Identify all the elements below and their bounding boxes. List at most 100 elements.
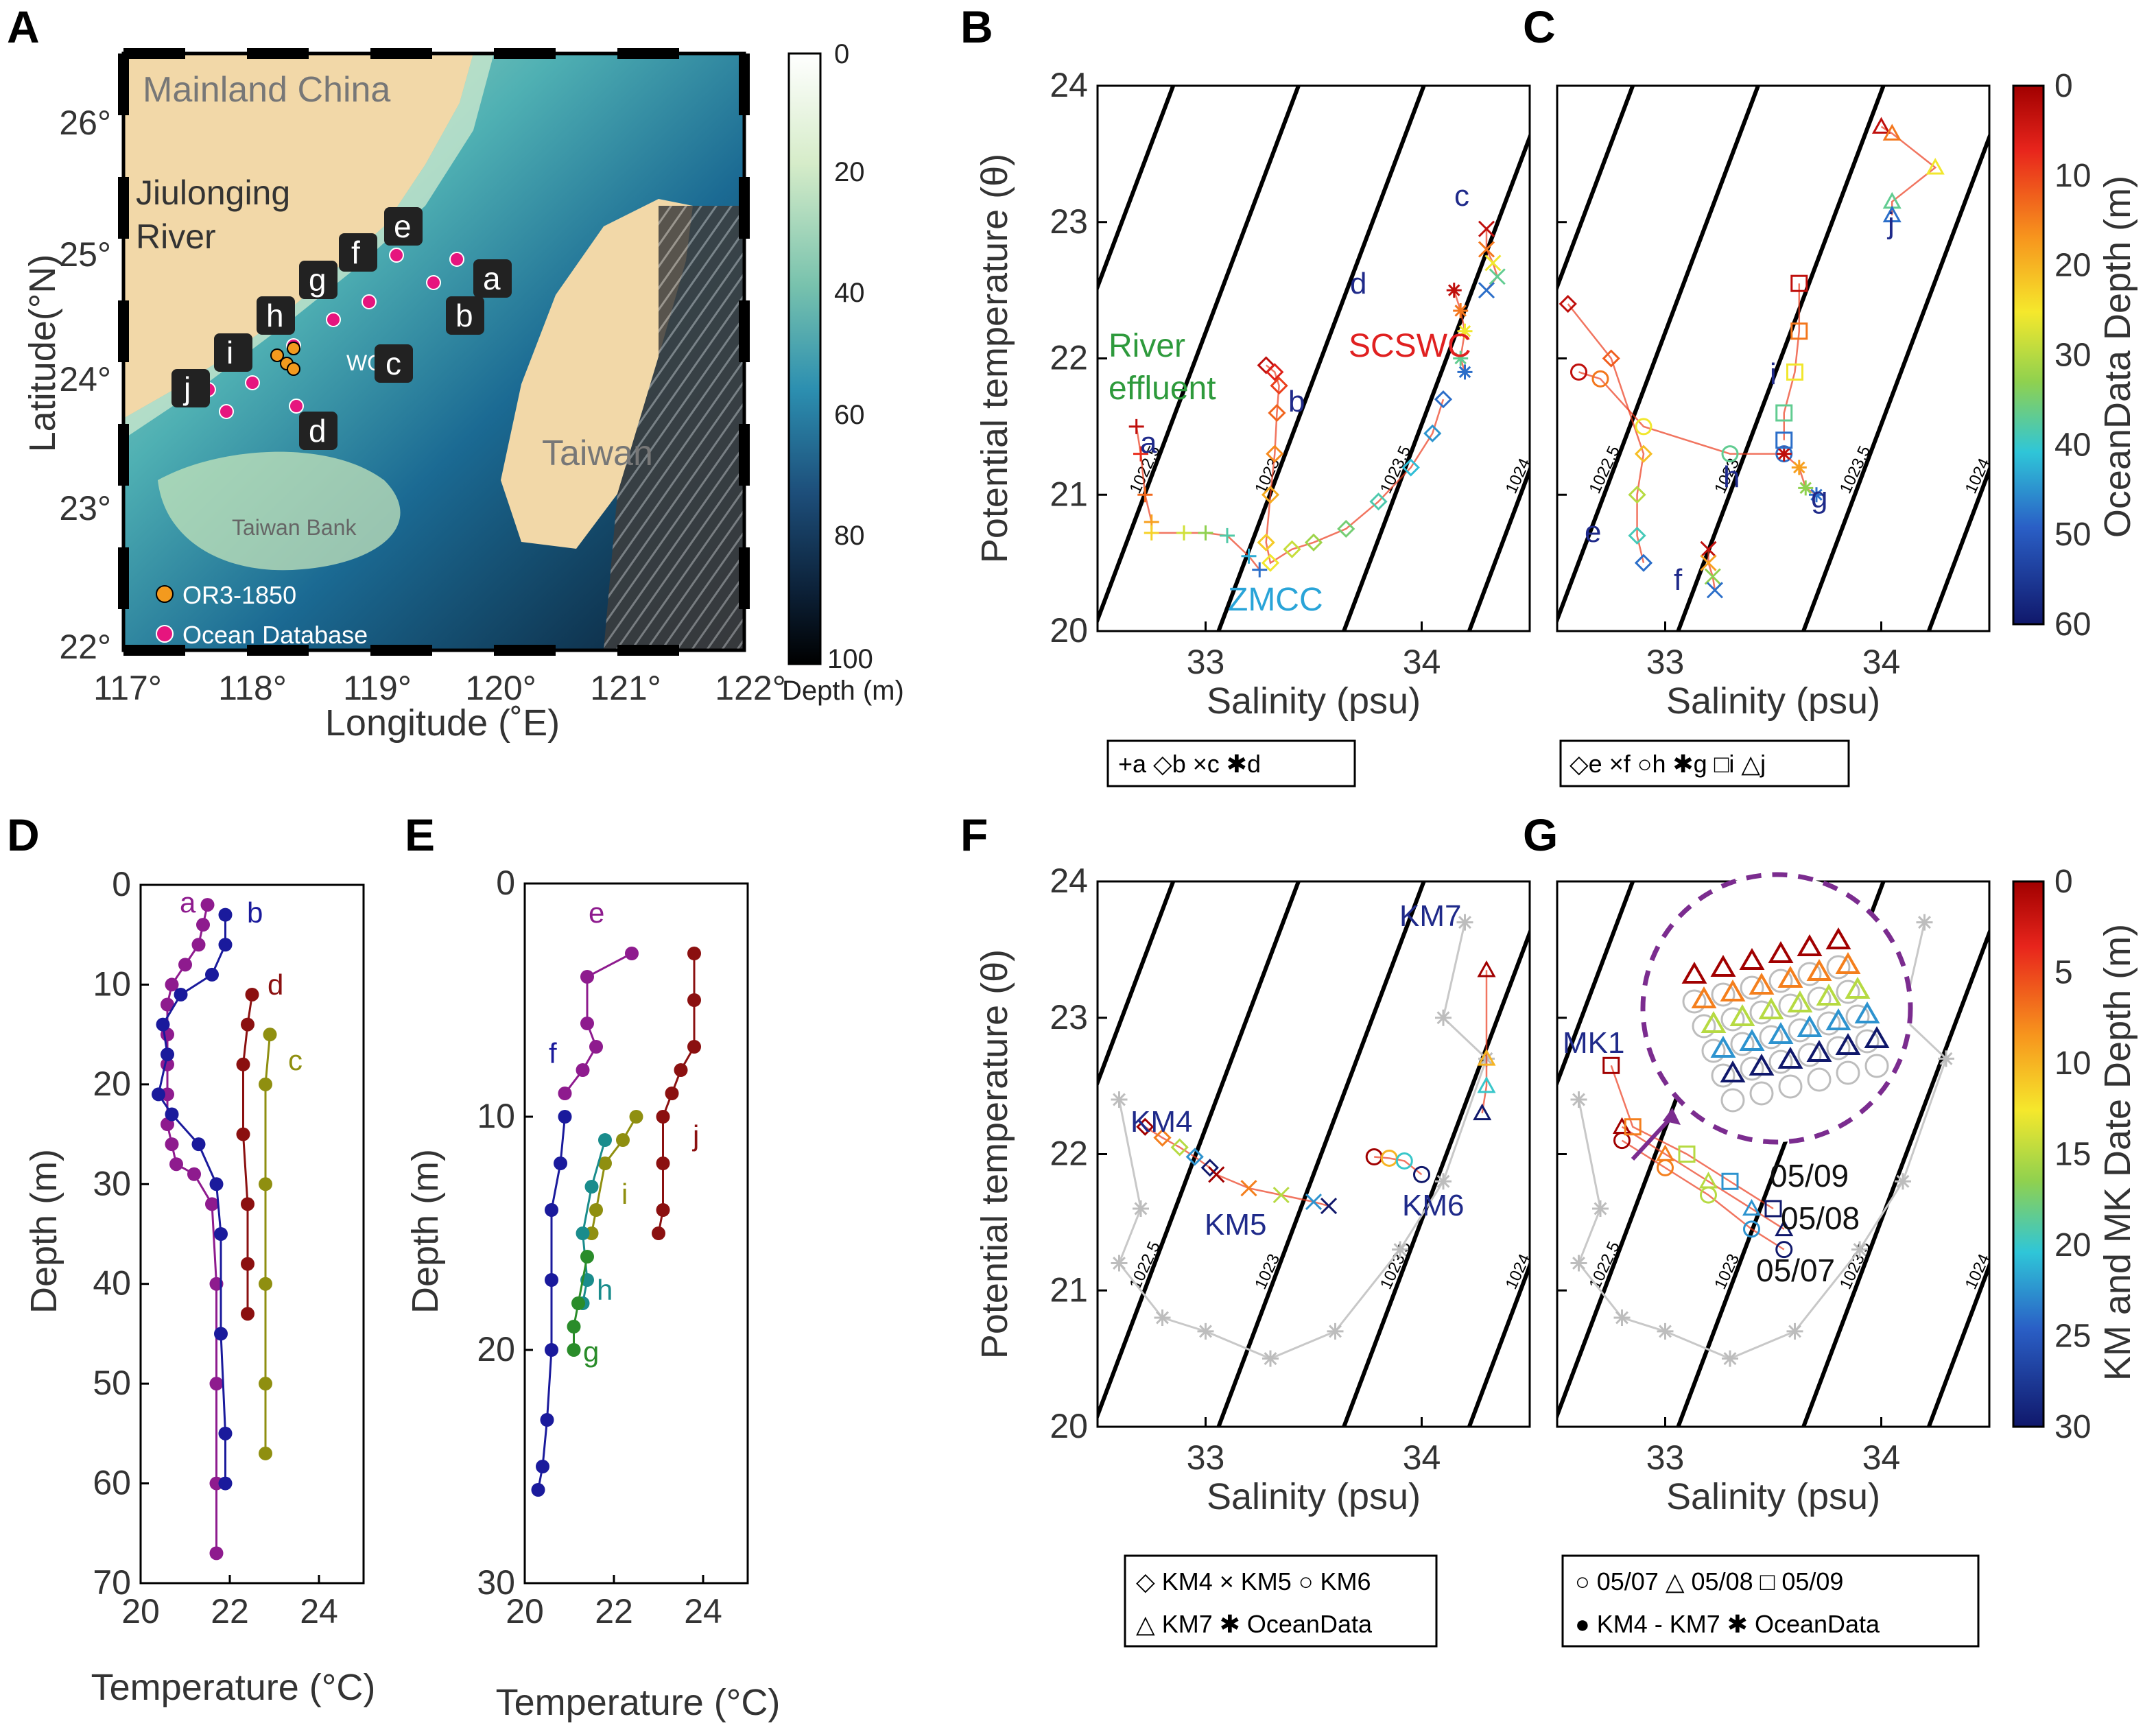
profile-point — [236, 1127, 250, 1141]
zoom-point — [1807, 986, 1832, 1011]
data-point — [1809, 487, 1824, 503]
profile-point — [191, 1137, 206, 1152]
data-point — [1592, 1200, 1609, 1217]
data-point — [1154, 1309, 1171, 1326]
data-point — [1369, 493, 1388, 511]
profile-point — [589, 1203, 603, 1217]
zoom-point — [1826, 1036, 1851, 1060]
data-point — [1185, 1148, 1204, 1166]
data-point — [1775, 431, 1793, 449]
colorbar-bottom-ticks: 0 5 10 15 20 25 30 — [2054, 864, 2091, 1445]
data-point — [1628, 526, 1646, 545]
data-point — [1570, 1255, 1587, 1272]
cbar-tick: 0 — [834, 39, 849, 69]
station-d: d — [309, 413, 327, 449]
profile-point — [598, 1133, 612, 1147]
panel-letter-c: C — [1523, 1, 1556, 52]
ts-xlabel: Salinity (psu) — [1207, 1476, 1421, 1517]
ocean-data-trace — [1117, 922, 1488, 1360]
profile-point — [545, 1343, 558, 1357]
data-point — [1401, 458, 1420, 477]
profile-point — [241, 1197, 254, 1211]
colorbar-tick: 60 — [2054, 606, 2091, 643]
map-xlabel: Longitude (˚E) — [325, 702, 560, 744]
data-point — [1570, 1091, 1587, 1108]
profile-point — [259, 1077, 272, 1091]
data-point — [1261, 554, 1280, 572]
data-point — [1435, 1009, 1452, 1026]
data-point — [1698, 1172, 1718, 1189]
profile-point — [687, 993, 701, 1007]
data-point — [1153, 1128, 1172, 1147]
label-km5: KM5 — [1205, 1208, 1266, 1242]
profile-point — [580, 1250, 594, 1264]
map-coastal-shelf — [123, 54, 494, 439]
profile-point — [241, 1307, 254, 1321]
y-tick-label: 30 — [93, 1164, 131, 1202]
isopycnal-line — [1342, 927, 1530, 1427]
station-markers — [201, 248, 464, 419]
y-tick-label: 22 — [1050, 339, 1088, 377]
panel-letter-a: A — [7, 1, 40, 52]
legend-b — [1106, 739, 1356, 787]
station-g: g — [309, 262, 327, 298]
data-point — [1790, 274, 1808, 292]
data-point — [1208, 1166, 1225, 1183]
legend-c-text: ◇e ×f ○h ✱g □i △j — [1569, 750, 1766, 778]
profile-line-f — [537, 1116, 566, 1491]
zoom-point — [1826, 955, 1851, 980]
zoom-point — [1740, 975, 1764, 1000]
data-point — [1304, 533, 1323, 551]
data-point — [1602, 349, 1620, 368]
data-point — [1305, 1193, 1323, 1211]
profile-point — [665, 1087, 679, 1100]
site-label-i: i — [1770, 357, 1777, 391]
profile-point — [165, 977, 179, 992]
data-point — [1477, 960, 1496, 977]
data-point — [1791, 460, 1807, 475]
colorbar-bottom-label: KM and MK Date Depth (m) — [2097, 924, 2138, 1381]
profile-point — [209, 1377, 224, 1391]
cbar-tick: 80 — [834, 521, 865, 551]
x-tick-label: 34 — [1403, 643, 1441, 681]
data-point — [1320, 1197, 1338, 1215]
lat-tick: 22° — [59, 628, 111, 666]
panel-a: A Mainland China Jiulonging River Taiwan… — [7, 1, 904, 744]
map-frame-checker — [118, 48, 750, 656]
data-point — [1266, 363, 1284, 381]
zoom-point — [1768, 1021, 1794, 1044]
lon-tick: 118° — [218, 669, 287, 707]
map-legend: OR3-1850 Ocean Database — [156, 581, 368, 649]
colorbar-tick: 10 — [2054, 1045, 2091, 1082]
profile-point — [259, 1177, 272, 1191]
data-point — [1655, 1144, 1675, 1161]
station-c: c — [386, 346, 401, 381]
x-tick-label: 33 — [1646, 643, 1685, 681]
data-point — [1266, 444, 1284, 463]
lon-tick: 122° — [715, 669, 785, 707]
site-label-j: j — [1886, 206, 1895, 240]
y-tick-label: 20 — [93, 1065, 131, 1103]
profile-point — [245, 987, 259, 1001]
data-point — [1473, 1103, 1492, 1121]
zoom-point — [1749, 1081, 1774, 1106]
profiles-d: a b d c — [152, 886, 303, 1561]
zoom-point — [1730, 1032, 1755, 1056]
profile-point — [236, 1057, 250, 1071]
profile-point — [656, 1110, 670, 1124]
data-point — [1478, 282, 1495, 299]
data-point — [1706, 582, 1724, 599]
profile-point — [259, 1277, 272, 1291]
zoom-point — [1855, 1029, 1880, 1054]
profile-point — [156, 1017, 170, 1032]
d-ylabel: Depth (m) — [23, 1149, 64, 1314]
place-river-2: River — [136, 217, 216, 256]
data-point — [1624, 1118, 1642, 1136]
zoom-inset-points — [1681, 927, 1890, 1113]
profile-point — [259, 1446, 272, 1460]
zoom-point — [1787, 990, 1813, 1012]
station-i: i — [226, 335, 233, 370]
